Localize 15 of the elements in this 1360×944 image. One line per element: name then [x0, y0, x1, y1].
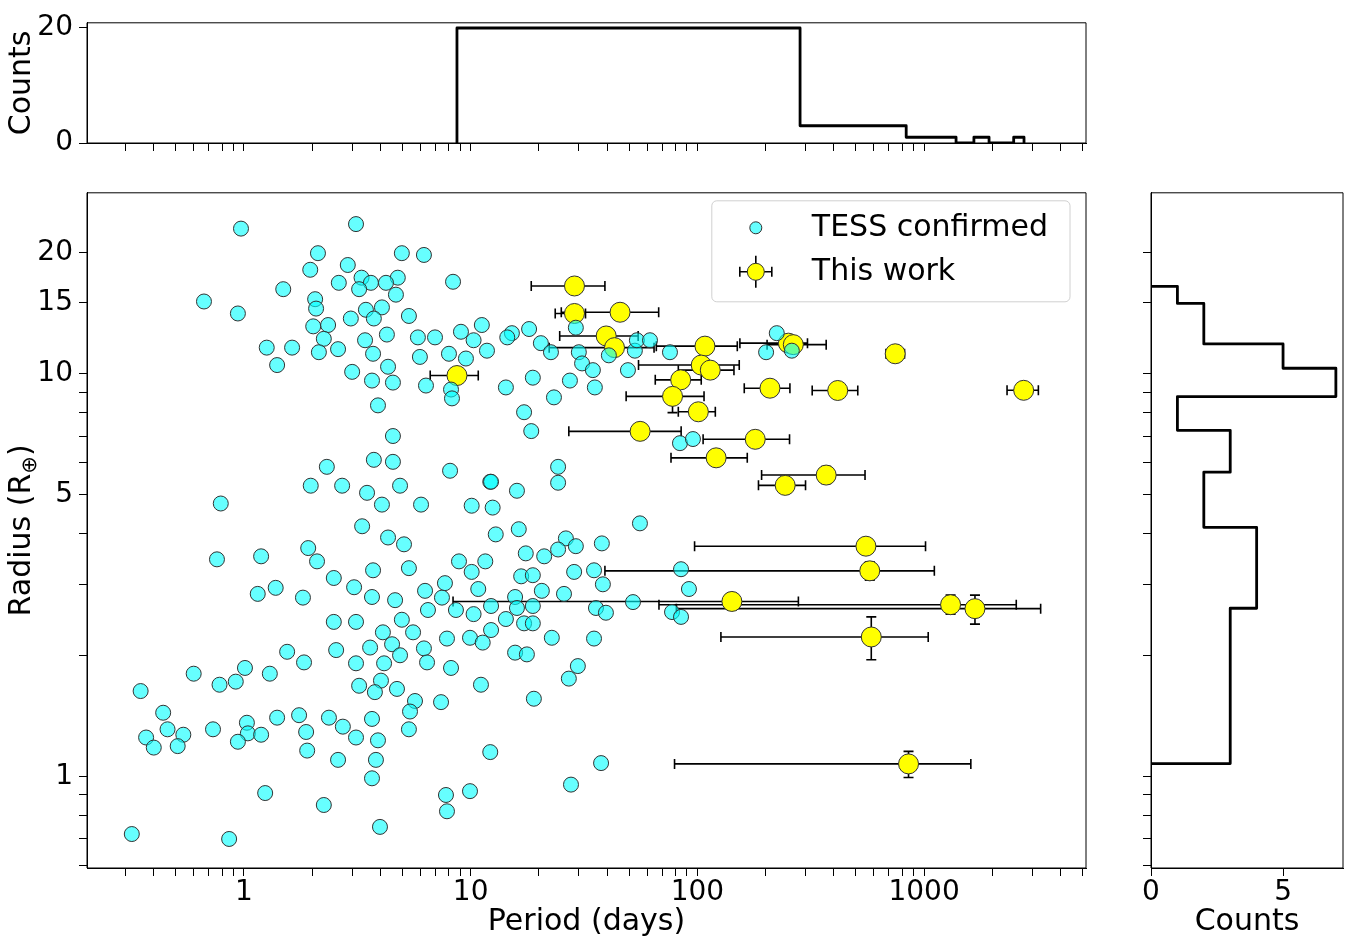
y-tick-label: 20 [37, 233, 73, 267]
x-tick-label: 1000 [888, 874, 960, 908]
x-tick-label: 10 [452, 874, 489, 908]
y-tick-label: 0 [55, 124, 73, 158]
y-axis-title: Radius (R⊕) [1, 444, 42, 617]
y-tick-label: 15 [37, 283, 73, 317]
y-tick-label: 20 [37, 9, 73, 43]
y-tick-label: 1 [55, 757, 73, 791]
legend-label: TESS confirmed [810, 207, 1049, 243]
x-tick-label: 0 [1142, 874, 1160, 908]
y-axis-title: Counts [1, 30, 37, 136]
y-tick-label: 10 [37, 354, 73, 388]
x-tick-label: 1 [235, 874, 253, 908]
y-tick-label: 5 [55, 476, 73, 510]
legend-label: This work [810, 251, 956, 287]
